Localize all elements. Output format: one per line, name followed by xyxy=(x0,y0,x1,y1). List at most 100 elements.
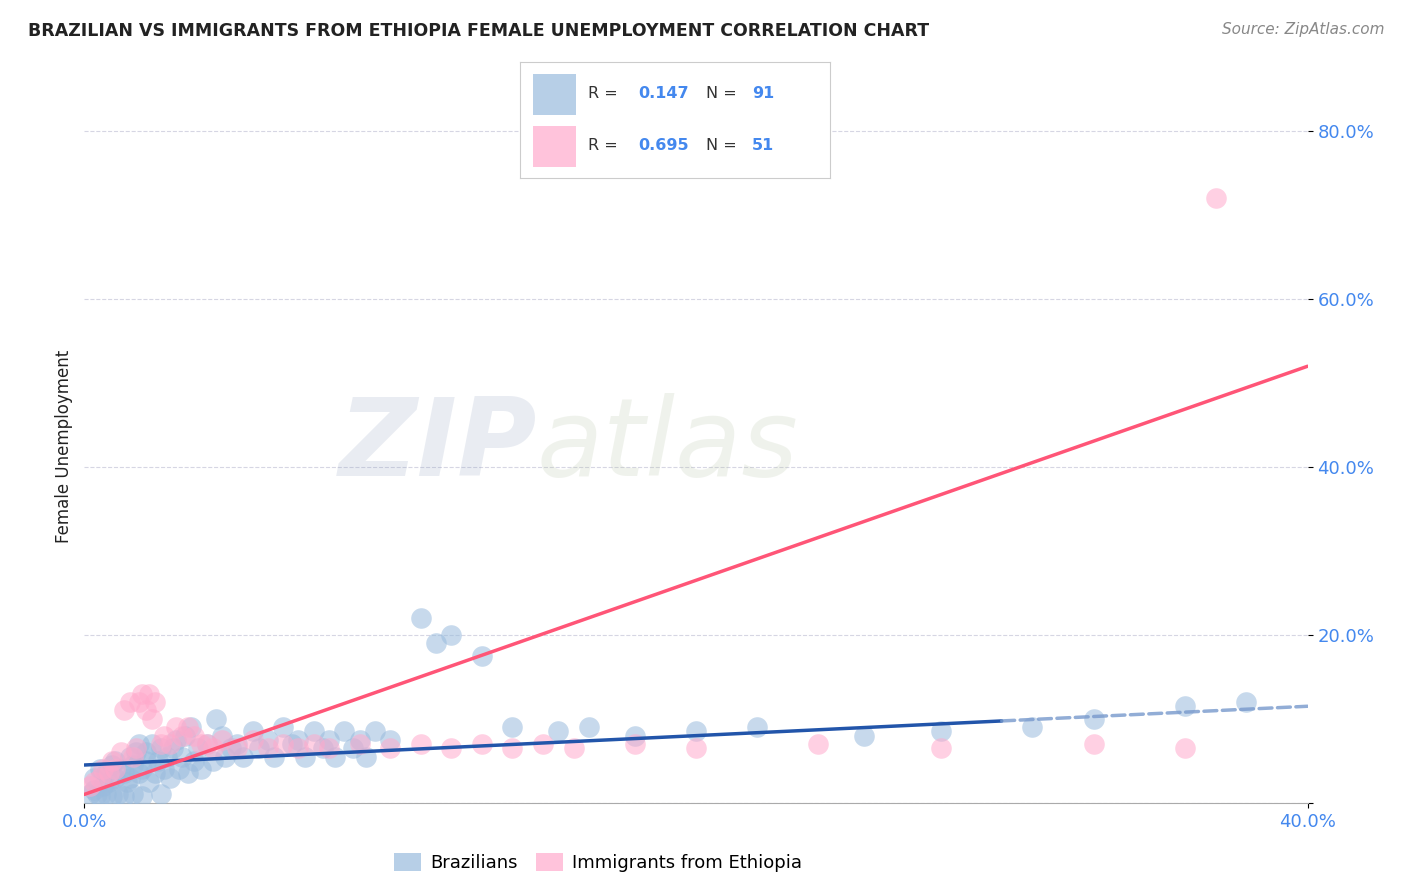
Point xyxy=(247,741,270,756)
Text: ZIP: ZIP xyxy=(339,393,537,499)
Point xyxy=(425,636,447,650)
Point xyxy=(409,737,432,751)
Point xyxy=(929,724,952,739)
Point xyxy=(83,774,105,789)
Point xyxy=(380,732,402,747)
Text: 0.147: 0.147 xyxy=(638,87,689,102)
Point xyxy=(302,724,325,739)
Point xyxy=(562,741,585,756)
Point xyxy=(79,788,101,802)
Point xyxy=(747,720,769,734)
Point xyxy=(578,720,600,734)
Point xyxy=(929,741,952,756)
Point xyxy=(440,628,463,642)
Text: Source: ZipAtlas.com: Source: ZipAtlas.com xyxy=(1222,22,1385,37)
Point xyxy=(138,687,160,701)
Point xyxy=(120,695,142,709)
Point xyxy=(146,754,169,768)
Point xyxy=(135,703,157,717)
Y-axis label: Female Unemployment: Female Unemployment xyxy=(55,350,73,542)
Point xyxy=(128,737,150,751)
Point xyxy=(122,749,145,764)
Point xyxy=(149,788,172,802)
Point xyxy=(471,648,494,663)
Point xyxy=(471,737,494,751)
Point xyxy=(104,771,127,785)
Point xyxy=(120,749,142,764)
Point xyxy=(312,741,335,756)
Point xyxy=(104,762,127,776)
Point xyxy=(156,749,179,764)
Point xyxy=(91,779,114,793)
Point xyxy=(153,762,176,776)
Point xyxy=(1021,720,1043,734)
Point xyxy=(162,741,184,756)
Legend: Brazilians, Immigrants from Ethiopia: Brazilians, Immigrants from Ethiopia xyxy=(387,846,810,880)
Point xyxy=(257,732,280,747)
Point xyxy=(440,741,463,756)
Text: R =: R = xyxy=(588,138,623,153)
Text: 91: 91 xyxy=(752,87,775,102)
Point xyxy=(502,741,524,756)
Point xyxy=(263,749,285,764)
Point xyxy=(685,741,707,756)
Point xyxy=(97,774,120,789)
Point xyxy=(91,762,114,776)
Point xyxy=(159,737,181,751)
Point xyxy=(354,749,377,764)
Point xyxy=(138,774,160,789)
Point xyxy=(177,766,200,780)
Point xyxy=(201,741,224,756)
Point xyxy=(1234,695,1257,709)
Point xyxy=(149,737,172,751)
Point xyxy=(112,789,135,803)
FancyBboxPatch shape xyxy=(533,126,576,167)
Point xyxy=(531,737,554,751)
Point xyxy=(89,789,111,803)
Point xyxy=(112,766,135,780)
Point xyxy=(190,737,212,751)
Point xyxy=(101,754,124,768)
Text: R =: R = xyxy=(588,87,623,102)
Point xyxy=(97,766,120,780)
Point xyxy=(195,737,218,751)
Point xyxy=(1083,712,1105,726)
Point xyxy=(94,788,117,802)
Point xyxy=(364,724,387,739)
Point xyxy=(149,741,172,756)
Point xyxy=(183,729,205,743)
Point xyxy=(143,766,166,780)
Point xyxy=(172,749,194,764)
Point xyxy=(101,758,124,772)
Point xyxy=(112,703,135,717)
Point xyxy=(125,746,148,760)
Point xyxy=(685,724,707,739)
Point xyxy=(294,749,316,764)
Point xyxy=(186,741,208,756)
Point xyxy=(211,729,233,743)
FancyBboxPatch shape xyxy=(533,74,576,114)
Point xyxy=(153,729,176,743)
Point xyxy=(807,737,830,751)
Point xyxy=(128,695,150,709)
Point xyxy=(141,737,163,751)
Point xyxy=(242,724,264,739)
Point xyxy=(110,762,132,776)
Point xyxy=(232,749,254,764)
Point xyxy=(201,754,224,768)
Point xyxy=(131,687,153,701)
Point xyxy=(211,732,233,747)
Point xyxy=(131,789,153,803)
Text: N =: N = xyxy=(706,87,742,102)
Point xyxy=(271,737,294,751)
Point xyxy=(271,720,294,734)
Point xyxy=(1083,737,1105,751)
Point xyxy=(226,737,249,751)
Point xyxy=(502,720,524,734)
Point xyxy=(165,732,187,747)
Point xyxy=(281,737,304,751)
Point xyxy=(104,754,127,768)
Point xyxy=(159,771,181,785)
Point xyxy=(128,766,150,780)
Point xyxy=(190,762,212,776)
